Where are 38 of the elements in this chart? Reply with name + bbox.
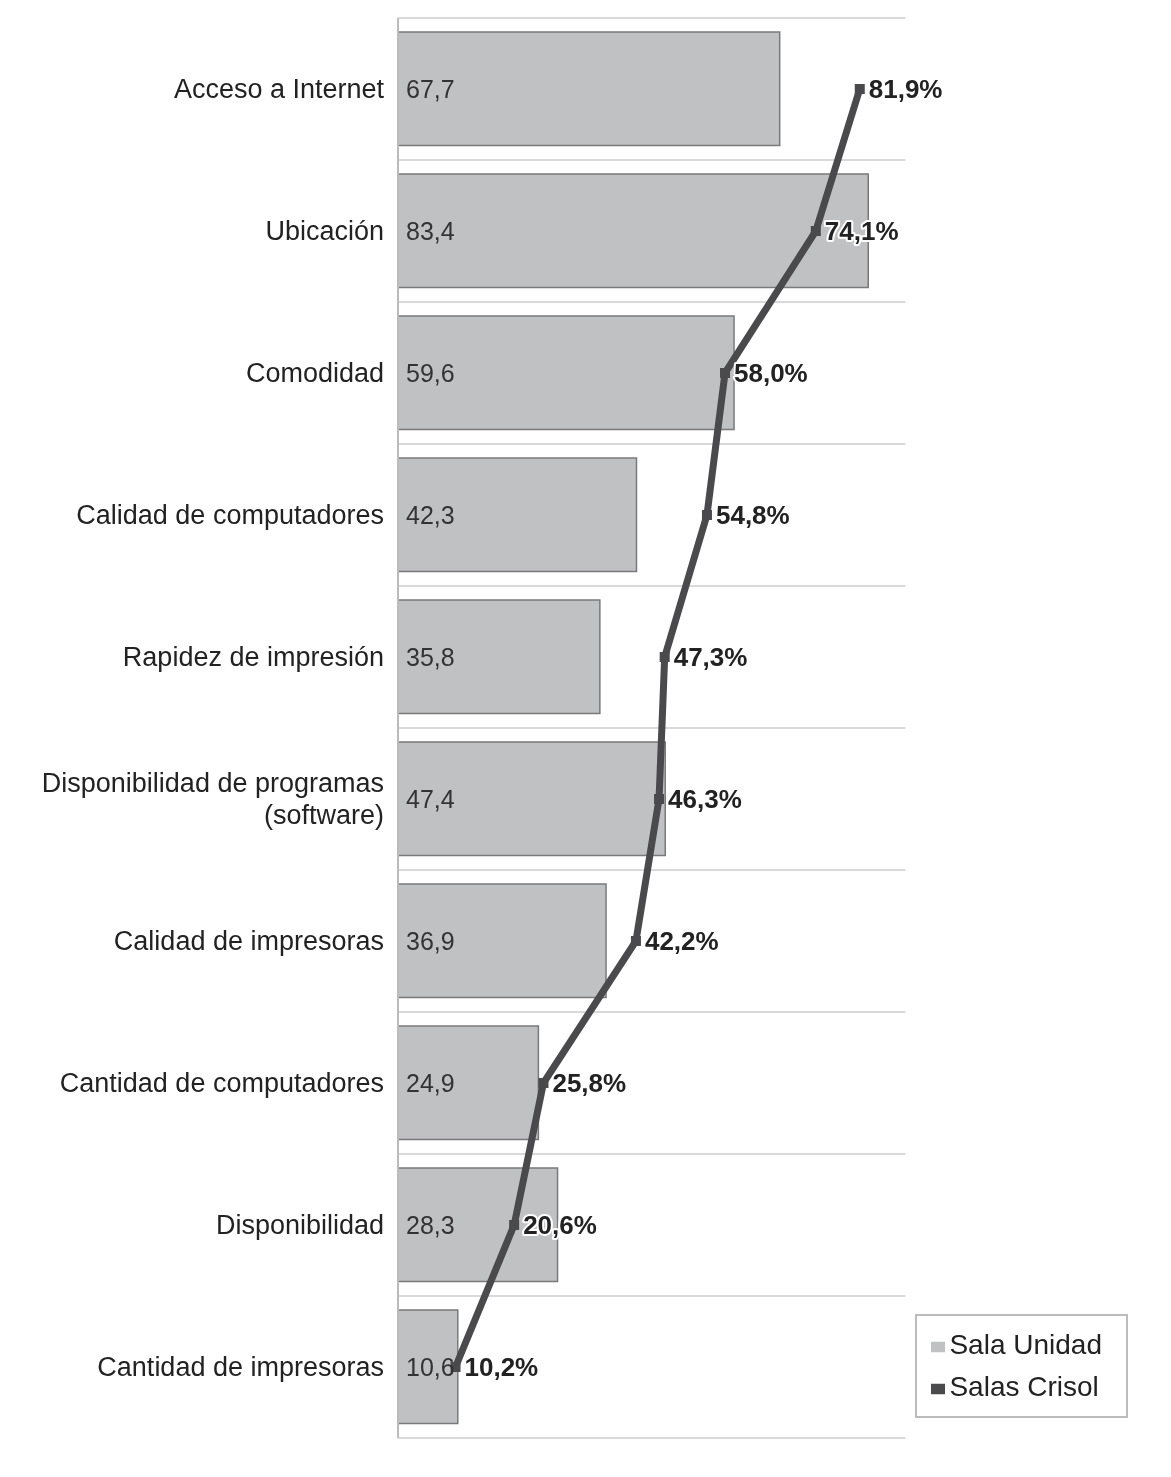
data-label: 67,7: [406, 74, 455, 103]
data-label: 10,6: [406, 1352, 455, 1381]
y-tick-label: Calidad de impresoras: [113, 926, 384, 956]
point: [630, 936, 641, 946]
y-tick-label: Acceso a Internet: [173, 74, 385, 104]
point: [509, 1220, 520, 1230]
point: [659, 652, 670, 662]
data-label: 36,9: [406, 926, 455, 955]
point: [854, 84, 865, 94]
data-label: 58,0%: [734, 358, 808, 388]
data-label: 24,9: [406, 1068, 455, 1097]
legend-label: Salas Crisol: [949, 1371, 1099, 1402]
data-label: 42,2%: [644, 926, 719, 956]
point: [720, 368, 731, 378]
y-tick-label: Ubicación: [265, 216, 384, 246]
data-label: 28,3: [406, 1210, 455, 1239]
data-label: 47,4: [406, 784, 455, 813]
data-label: 42,3: [406, 500, 455, 529]
y-tick-label: Rapidez de impresión: [122, 642, 384, 672]
y-tick-label: Calidad de computadores: [76, 500, 384, 530]
data-label: 81,9%: [868, 74, 943, 104]
y-tick-label: Disponibilidad: [215, 1210, 384, 1240]
point: [538, 1078, 549, 1088]
data-label: 74,1%: [824, 216, 899, 246]
data-label: 35,8: [406, 642, 455, 671]
data-label: 47,3%: [673, 642, 748, 672]
data-label: 10,2%: [464, 1352, 539, 1382]
y-tick-label: Cantidad de impresoras: [97, 1352, 384, 1382]
point: [810, 226, 821, 236]
data-label: 59,6: [406, 358, 455, 387]
data-label: 83,4: [406, 216, 455, 245]
data-label: 46,3%: [668, 784, 742, 814]
data-label: 54,8%: [715, 500, 790, 530]
legend-label: Sala Unidad: [949, 1329, 1102, 1360]
y-tick-label: Comodidad: [245, 358, 384, 388]
y-tick-label: Cantidad de computadores: [59, 1068, 384, 1098]
y-tick-label: Disponibilidad de programas (software): [41, 768, 384, 830]
data-label: 25,8%: [552, 1068, 627, 1098]
